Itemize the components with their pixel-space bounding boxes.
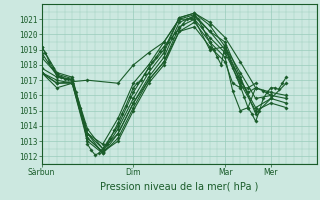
X-axis label: Pression niveau de la mer( hPa ): Pression niveau de la mer( hPa ) bbox=[100, 181, 258, 191]
